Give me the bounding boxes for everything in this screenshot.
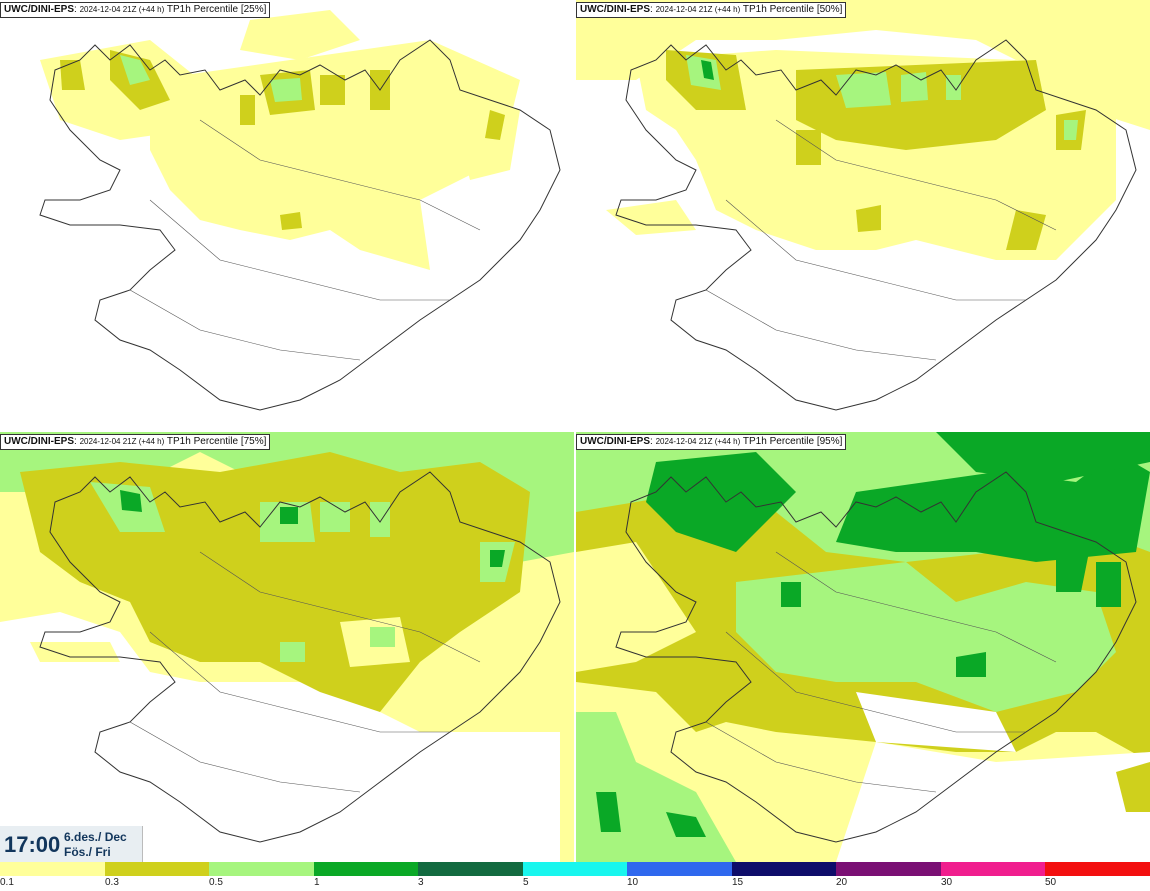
panel-title: UWC/DINI-EPS: 2024-12-04 21Z (+44 h) TP1… xyxy=(0,2,271,18)
product-name: TP1h Percentile [95%] xyxy=(742,436,843,447)
map-panel-p25: UWC/DINI-EPS: 2024-12-04 21Z (+44 h) TP1… xyxy=(0,0,574,430)
legend-swatch xyxy=(105,862,210,876)
color-legend: 0.1 0.3 0.5 1 3 5 10 15 20 30 50 xyxy=(0,862,1150,891)
legend-tick-label: 15 xyxy=(732,877,744,888)
valid-time: 17:00 xyxy=(4,832,61,857)
legend-tick-label: 20 xyxy=(836,877,848,888)
legend-swatch xyxy=(836,862,941,876)
iceland-outline xyxy=(39,471,561,843)
run-date: 2024-12-04 21Z (+44 h) xyxy=(79,437,165,446)
panel-title: UWC/DINI-EPS: 2024-12-04 21Z (+44 h) TP1… xyxy=(576,434,847,450)
legend-tick-label: 3 xyxy=(418,877,424,888)
legend-swatch xyxy=(523,862,628,876)
run-date: 2024-12-04 21Z (+44 h) xyxy=(655,437,741,446)
valid-date: 6.des./ Dec xyxy=(64,830,127,844)
legend-swatch xyxy=(1045,862,1150,876)
precip-field xyxy=(0,432,574,862)
legend-swatch xyxy=(314,862,419,876)
valid-time-box: 17:00 6.des./ Dec Fös./ Fri xyxy=(0,826,143,862)
map-panel-p75: UWC/DINI-EPS: 2024-12-04 21Z (+44 h) TP1… xyxy=(0,432,574,862)
product-name: TP1h Percentile [75%] xyxy=(166,436,267,447)
product-name: TP1h Percentile [25%] xyxy=(166,4,267,15)
map-panel-p95: UWC/DINI-EPS: 2024-12-04 21Z (+44 h) TP1… xyxy=(576,432,1150,862)
legend-tick-label: 1 xyxy=(314,877,320,888)
model-name: UWC/DINI-EPS xyxy=(580,4,650,15)
legend-tick-label: 0.1 xyxy=(0,877,14,888)
legend-tick-label: 50 xyxy=(1045,877,1057,888)
legend-swatch xyxy=(732,862,837,876)
precip-field xyxy=(576,432,1150,862)
legend-swatch xyxy=(418,862,523,876)
map-panel-p50: UWC/DINI-EPS: 2024-12-04 21Z (+44 h) TP1… xyxy=(576,0,1150,430)
iceland-outline xyxy=(39,39,561,411)
legend-tick-label: 30 xyxy=(941,877,953,888)
precip-field xyxy=(40,10,520,270)
precip-field xyxy=(576,0,1150,260)
panel-title: UWC/DINI-EPS: 2024-12-04 21Z (+44 h) TP1… xyxy=(0,434,271,450)
run-date: 2024-12-04 21Z (+44 h) xyxy=(79,5,165,14)
model-name: UWC/DINI-EPS xyxy=(4,4,74,15)
legend-tick-label: 5 xyxy=(523,877,529,888)
model-name: UWC/DINI-EPS xyxy=(4,436,74,447)
valid-day: Fös./ Fri xyxy=(64,845,111,859)
legend-swatch xyxy=(941,862,1046,876)
model-name: UWC/DINI-EPS xyxy=(580,436,650,447)
legend-tick-label: 10 xyxy=(627,877,639,888)
legend-swatch xyxy=(209,862,314,876)
iceland-outline xyxy=(615,471,1137,843)
panel-title: UWC/DINI-EPS: 2024-12-04 21Z (+44 h) TP1… xyxy=(576,2,847,18)
iceland-outline xyxy=(615,39,1137,411)
product-name: TP1h Percentile [50%] xyxy=(742,4,843,15)
run-date: 2024-12-04 21Z (+44 h) xyxy=(655,5,741,14)
panel-divider-horizontal xyxy=(0,430,1150,432)
legend-tick-label: 0.3 xyxy=(105,877,119,888)
legend-tick-label: 0.5 xyxy=(209,877,223,888)
legend-swatch xyxy=(0,862,105,876)
legend-swatch xyxy=(627,862,732,876)
